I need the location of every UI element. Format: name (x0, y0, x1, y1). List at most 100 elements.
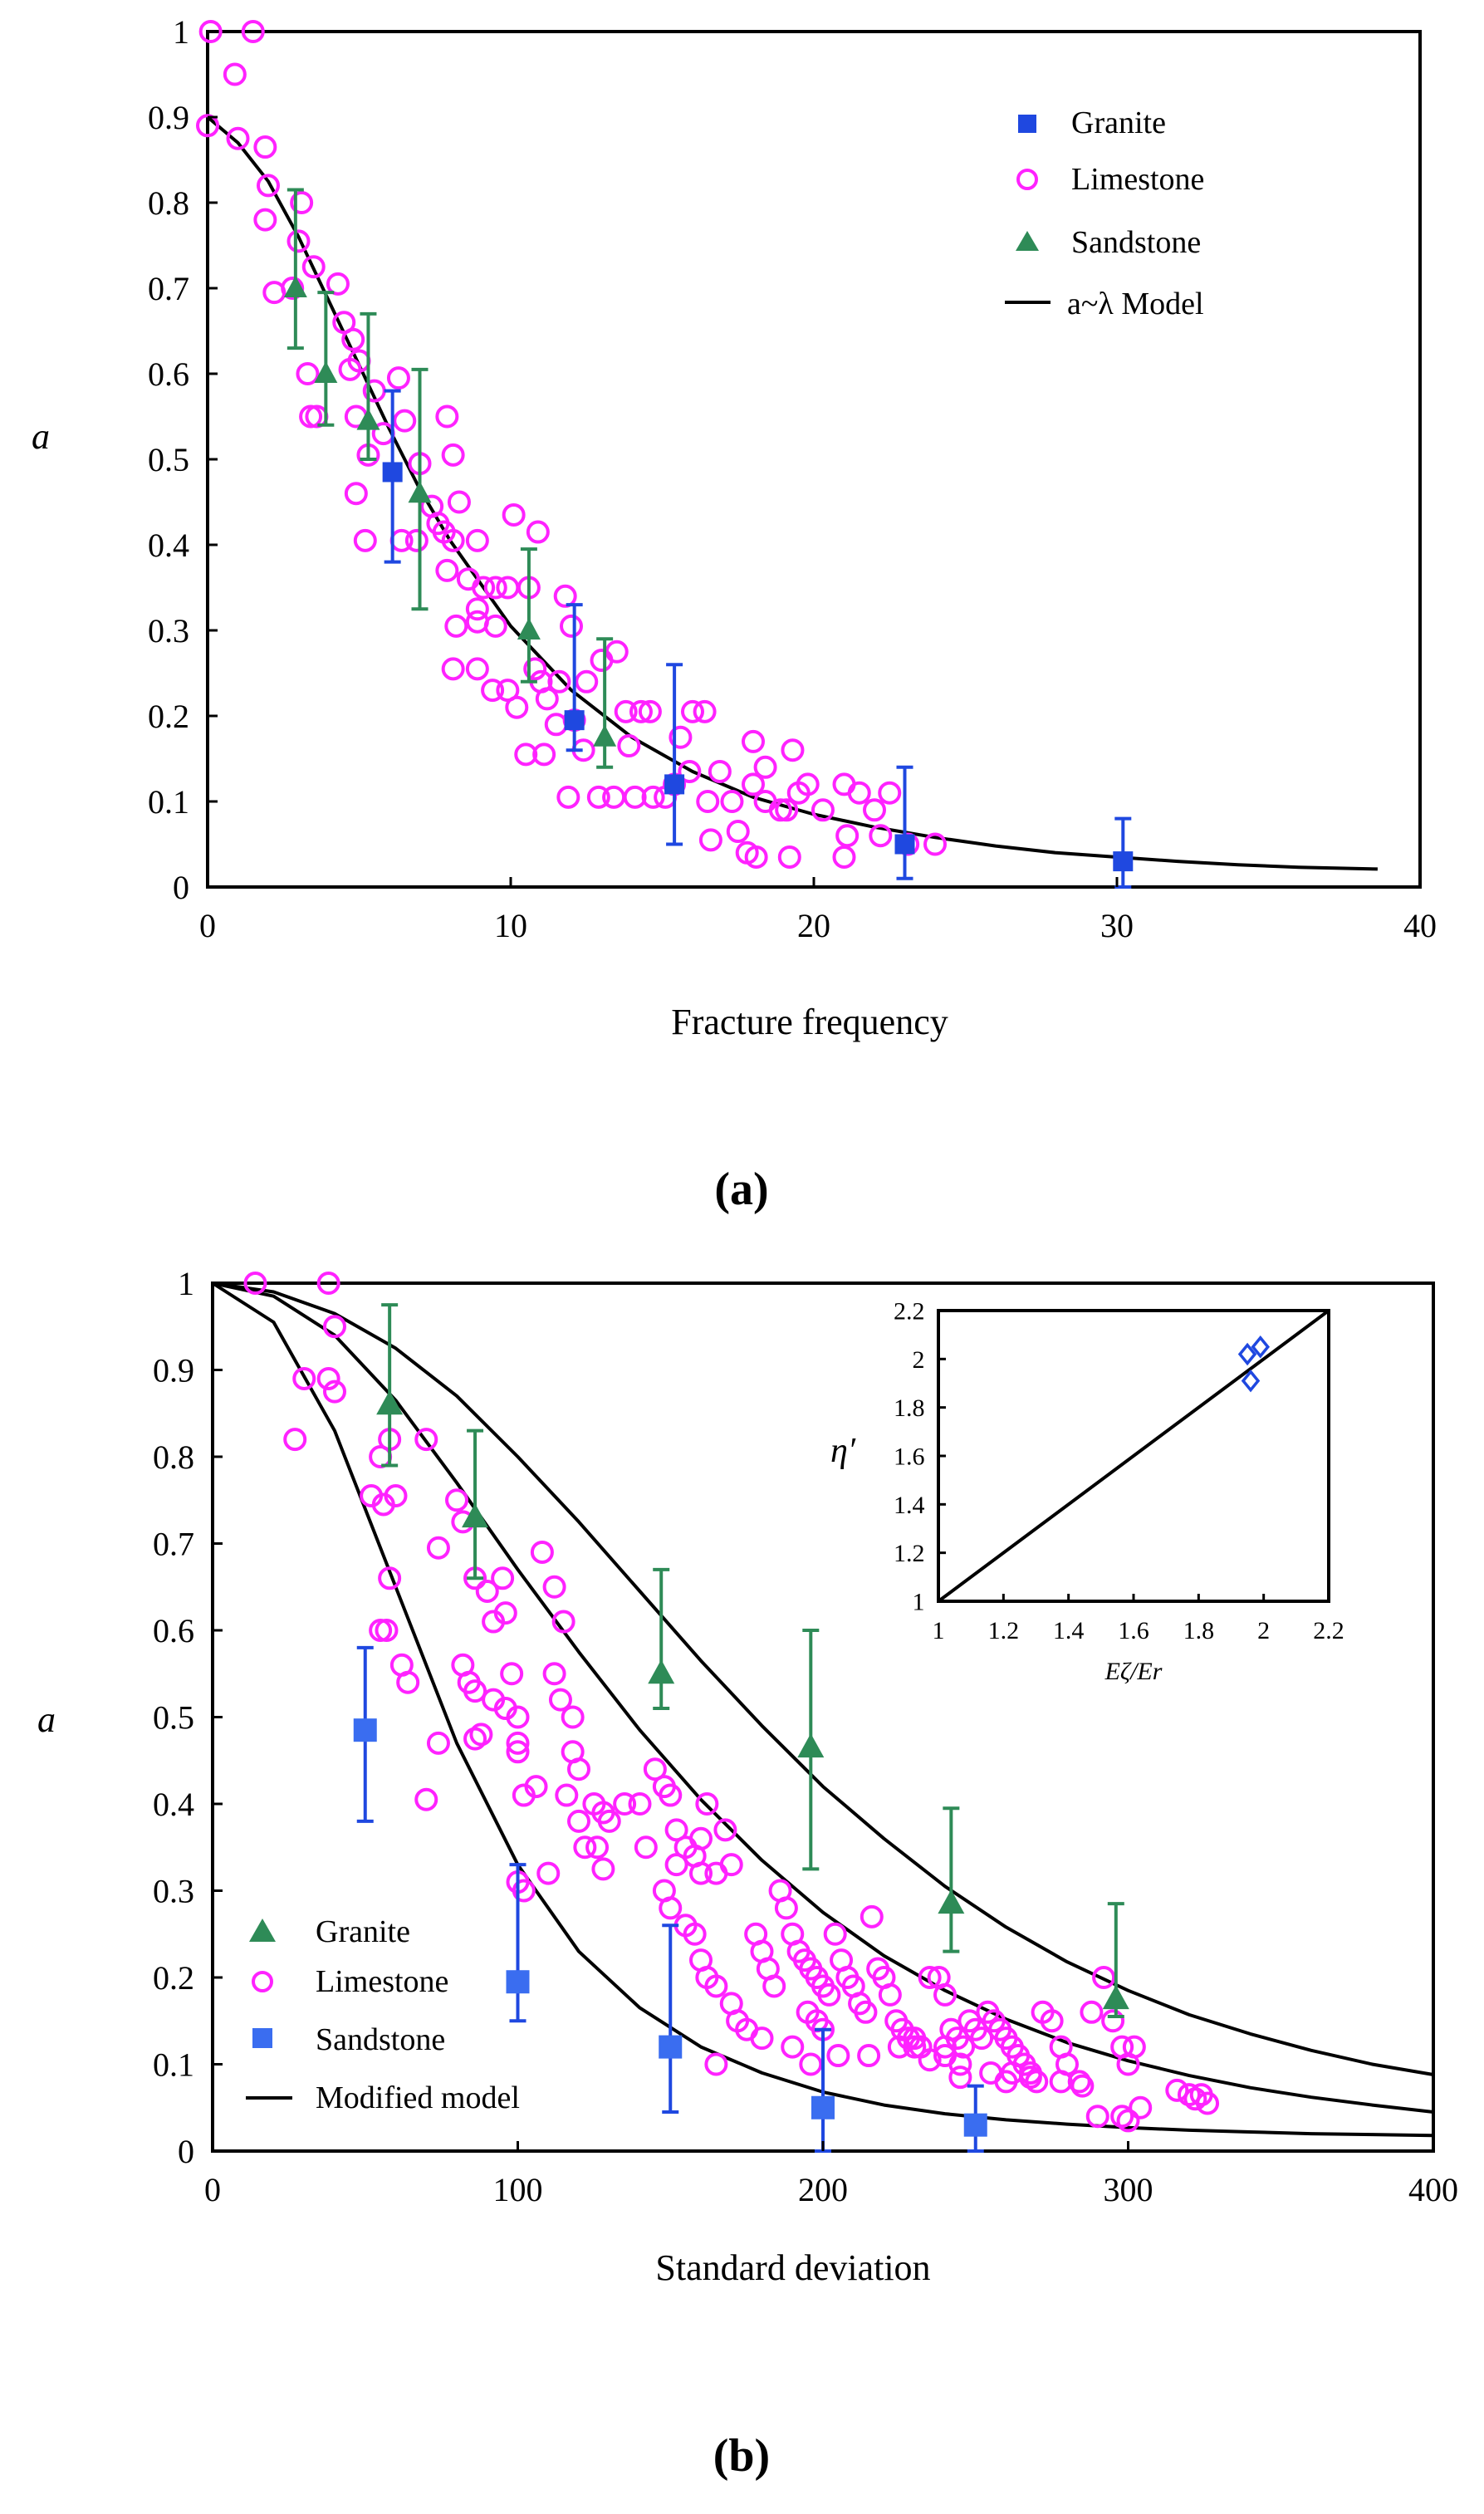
y-tick-label: 0.1 (153, 2046, 194, 2084)
y-tick-label: 0.7 (148, 270, 189, 307)
limestone-point (933, 2035, 957, 2059)
inset-xlabel: Eζ/Er (1104, 1658, 1163, 1685)
limestone-point (659, 1896, 683, 1920)
limestone-point (602, 785, 626, 809)
limestone-point (799, 2052, 823, 2076)
limestone-point (573, 1835, 597, 1860)
legend-limestone-marker (252, 1971, 273, 1992)
granite-point (382, 462, 403, 483)
limestone-point (316, 1272, 340, 1295)
x-tick-label: 0 (199, 907, 216, 944)
limestone-point (532, 742, 556, 767)
x-tick-label: 1.6 (1118, 1617, 1149, 1644)
limestone-point (575, 669, 599, 693)
limestone-point (742, 772, 765, 796)
limestone-point (1196, 2091, 1220, 2115)
limestone-point (316, 1366, 340, 1390)
limestone-point (414, 1428, 438, 1452)
y-tick-label: 1.4 (894, 1492, 925, 1519)
limestone-point (704, 2052, 728, 2076)
limestone-point (463, 1727, 487, 1751)
granite-point (1113, 851, 1134, 872)
x-tick-label: 1 (933, 1617, 945, 1644)
limestone-point (542, 1662, 566, 1686)
limestone-point (781, 2035, 805, 2059)
limestone-point (375, 1619, 399, 1642)
legend-model-label: Modified model (316, 2080, 520, 2115)
granite-point (938, 1889, 965, 1914)
y-tick-label: 2.2 (894, 1298, 925, 1326)
limestone-point (555, 1783, 579, 1807)
limestone-point (530, 1540, 554, 1564)
sandstone-point (408, 481, 432, 503)
legend-sandstone-marker (1016, 231, 1039, 251)
limestone-point (617, 734, 641, 758)
limestone-point (720, 790, 744, 813)
limestone-point (483, 576, 507, 600)
limestone-point (704, 1974, 728, 1998)
limestone-point (878, 781, 902, 805)
limestone-point (777, 845, 801, 869)
limestone-point (605, 640, 629, 664)
limestone-point (567, 1757, 590, 1781)
limestone-point (811, 798, 835, 822)
panel-b-inset: 1 1.2 1.4 1.6 1.8 2 2.2 1 1.2 1.4 1.6 1.8 2 2.2 η′ E… (830, 1298, 1344, 1686)
sandstone-point (314, 361, 338, 383)
y-tick-label: 1 (913, 1589, 925, 1616)
limestone-point (713, 1818, 737, 1842)
limestone-point (1101, 2009, 1125, 2033)
limestone-point (708, 759, 732, 783)
limestone-point (287, 229, 311, 253)
limestone-point (506, 1705, 530, 1729)
limestone-point (472, 576, 496, 600)
limestone-point (597, 1809, 621, 1833)
inset-fit-line (937, 1309, 1330, 1603)
limestone-point (414, 1787, 438, 1811)
limestone-point (887, 2035, 911, 2059)
limestone-point (338, 357, 362, 381)
x-tick-label: 0 (204, 2171, 221, 2208)
y-tick-label: 1.6 (894, 1443, 925, 1471)
limestone-point (669, 725, 693, 749)
model-curve (212, 1282, 1434, 2076)
panel-a-caption: (a) (714, 1164, 768, 1215)
limestone-point (683, 1922, 707, 1946)
limestone-point (463, 1679, 487, 1703)
x-tick-label: 40 (1403, 907, 1437, 944)
limestone-point (1116, 2109, 1140, 2133)
limestone-point (243, 1272, 267, 1295)
limestone-point (483, 614, 507, 638)
limestone-point (283, 1428, 307, 1452)
legend-sandstone-label: Sandstone (1071, 225, 1201, 260)
legend-limestone-marker (1016, 169, 1038, 190)
sandstone-point (963, 2113, 987, 2137)
limestone-point (465, 657, 489, 681)
limestone-point (1085, 2105, 1109, 2129)
limestone-point (585, 1835, 610, 1860)
panel-b-caption: (b) (713, 2430, 770, 2482)
limestone-point (547, 669, 571, 693)
limestone-point (933, 1982, 957, 2007)
limestone-point (744, 845, 768, 869)
limestone-point (567, 1809, 590, 1833)
limestone-point (301, 255, 326, 279)
limestone-point (512, 1879, 536, 1903)
limestone-point (253, 135, 277, 159)
x-tick-label: 300 (1104, 2171, 1153, 2208)
y-tick-label: 0 (173, 869, 189, 906)
granite-point (1102, 1985, 1129, 2010)
sandstone-point (659, 2035, 683, 2059)
granite-point (797, 1733, 825, 1758)
limestone-point (523, 657, 547, 681)
model-curve (212, 1282, 1434, 2114)
sandstone-point (593, 724, 617, 747)
limestone-point (948, 2066, 972, 2090)
limestone-point (863, 798, 886, 822)
limestone-point (502, 502, 526, 527)
inset-point (1237, 1342, 1257, 1366)
limestone-point (643, 1757, 667, 1781)
limestone-point (1018, 2066, 1042, 2090)
limestone-point (481, 679, 505, 703)
panel-a-legend: Granite Limestone Sandstone a~λ Model (1005, 105, 1204, 321)
y-tick-label: 0.4 (148, 527, 189, 564)
